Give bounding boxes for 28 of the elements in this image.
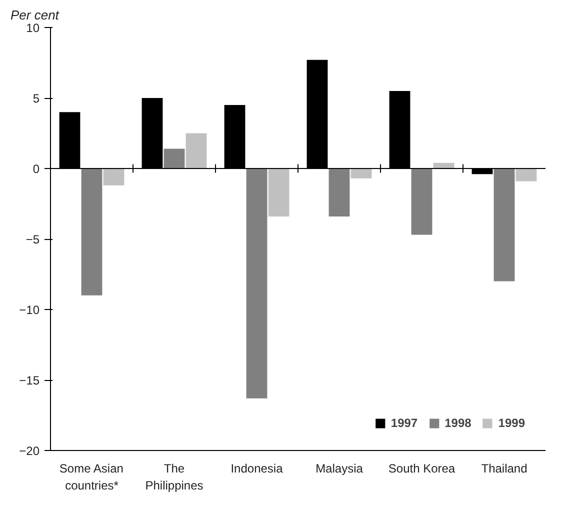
x-tick-label: Malaysia [316, 462, 364, 476]
bar [164, 148, 185, 168]
y-tick-label: −20 [19, 444, 40, 458]
y-tick-label: −15 [19, 374, 40, 388]
legend-label: 1999 [498, 416, 525, 430]
x-tick-label: Thailand [481, 462, 528, 476]
y-tick-label: 5 [32, 92, 40, 106]
bar [186, 133, 207, 168]
x-tick-label: Indonesia [230, 462, 284, 476]
bar [246, 168, 268, 398]
bar [494, 168, 515, 282]
bar [350, 168, 372, 178]
y-tick-label: −10 [19, 303, 40, 317]
x-tick-label: South Korea [388, 462, 456, 476]
bar [268, 168, 290, 216]
y-tick-label: −5 [26, 232, 40, 246]
bar [81, 168, 102, 296]
bar [103, 168, 124, 186]
bar [328, 168, 350, 216]
x-tick-label: Some Asian countries* [59, 462, 124, 492]
bar [516, 168, 537, 182]
x-tick-label: The Philippines [145, 462, 204, 492]
legend-label: 1997 [390, 416, 418, 430]
y-axis-title: Per cent [10, 8, 60, 22]
legend-label: 1998 [444, 416, 472, 430]
y-tick-label: 10 [26, 21, 40, 35]
y-tick-label: 0 [32, 162, 40, 176]
bar [411, 168, 432, 235]
